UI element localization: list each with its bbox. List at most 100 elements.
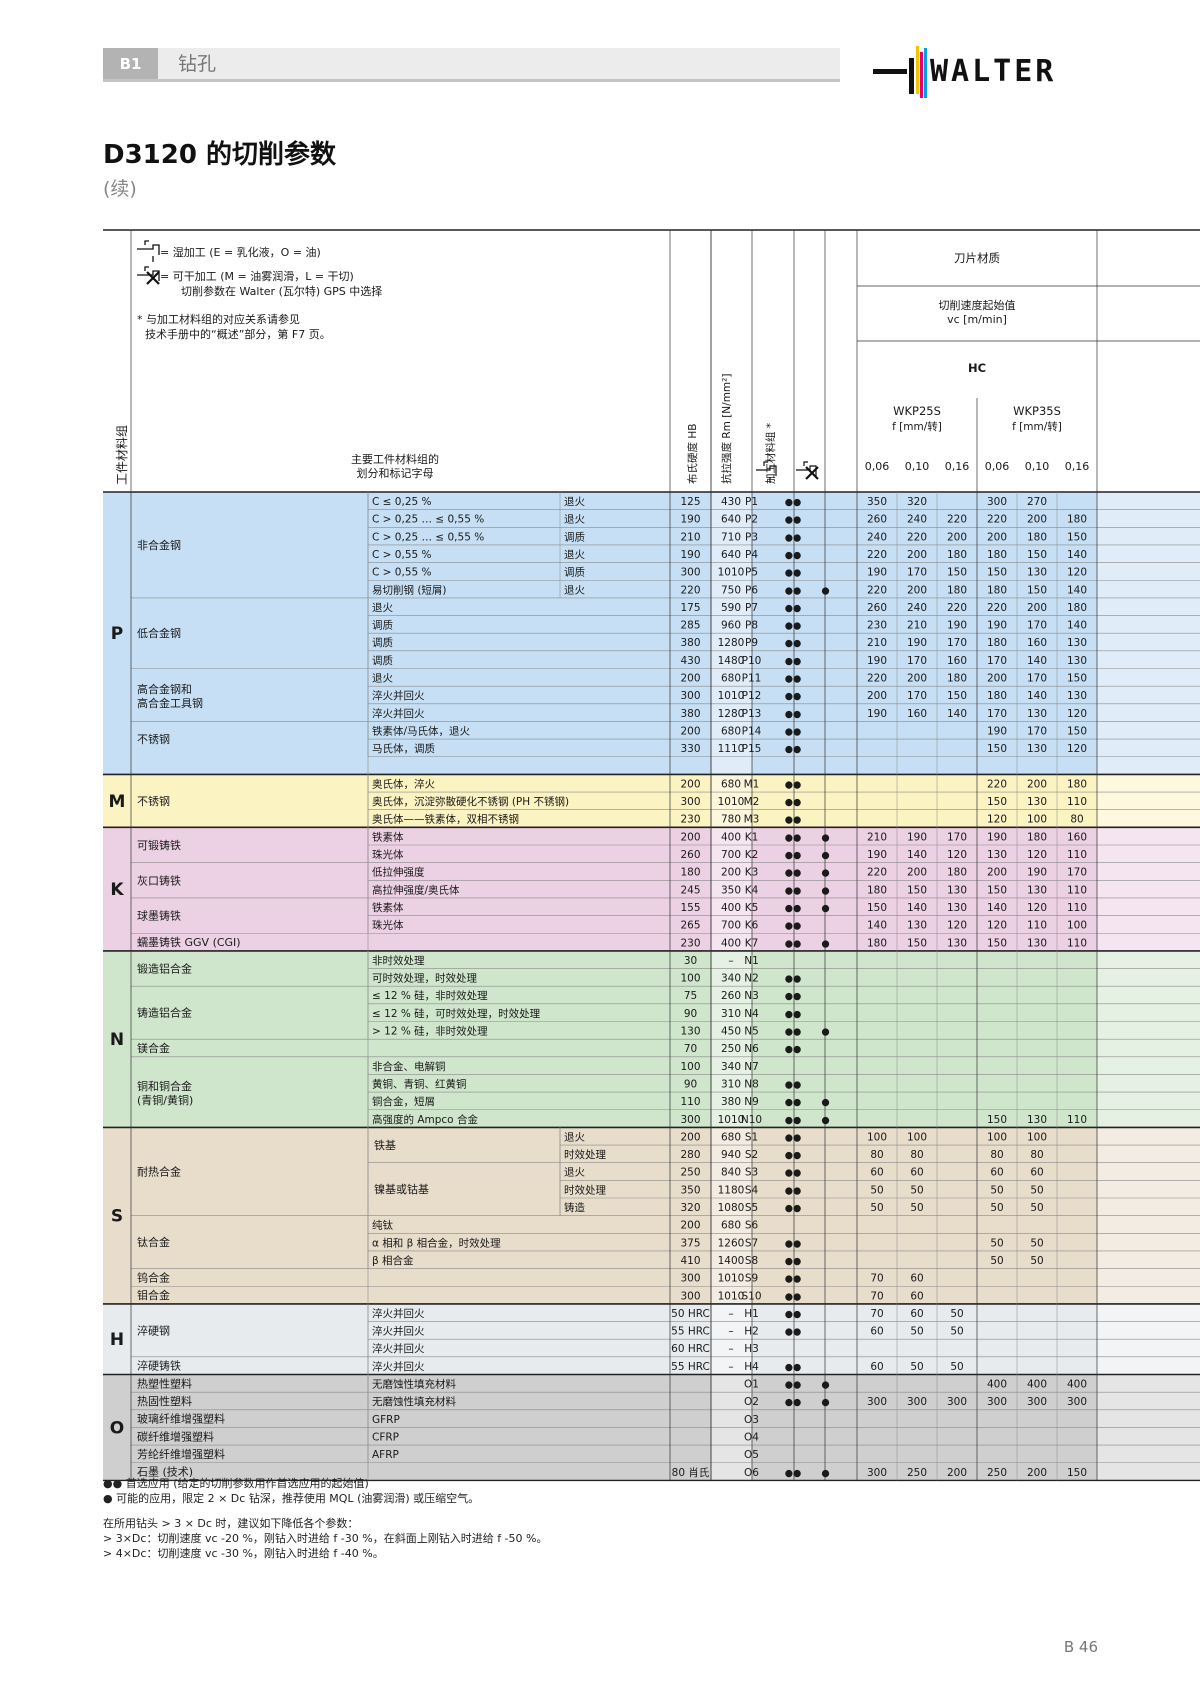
cutting-speed-value: 320 (907, 496, 927, 508)
cutting-speed-value: 220 (947, 514, 967, 526)
dry-rating: ● (821, 832, 829, 843)
page-subtitle: (续) (103, 178, 137, 200)
cutting-speed-value: 130 (1027, 567, 1047, 579)
cutting-speed-value: 150 (907, 884, 927, 896)
legend-dry-text: = 可干加工 (M = 油雾润滑，L = 干切) (160, 269, 354, 283)
material-name: 石墨 (技术) (137, 1466, 193, 1479)
cutting-speed-value: 200 (907, 673, 927, 685)
tensile-value: 400 (721, 831, 741, 843)
cutting-speed-value: 220 (867, 673, 887, 685)
cutting-speed-value: 140 (1027, 690, 1047, 702)
hardness-value: 280 (680, 1149, 700, 1161)
hardness-value: 125 (680, 496, 700, 508)
material-name: 热固性塑料 (137, 1394, 192, 1408)
cutting-speed-value: 190 (987, 725, 1007, 737)
cutting-speed-value: 180 (947, 867, 967, 879)
grade-title: 刀片材质 (954, 251, 1000, 265)
cutting-speed-value: 190 (907, 637, 927, 649)
cutting-speed-value: 210 (867, 637, 887, 649)
cutting-speed-value: 180 (1067, 602, 1087, 614)
cutting-speed-value: 120 (1027, 849, 1047, 861)
matgroup-code: N8 (744, 1078, 759, 1090)
matgroup-code: S9 (745, 1273, 758, 1285)
cutting-speed-value: 150 (1067, 1467, 1087, 1479)
cutting-speed-value: 170 (947, 831, 967, 843)
cutting-speed-value: 130 (907, 920, 927, 932)
hardness-value: 245 (680, 884, 700, 896)
material-name: 淬硬铸铁 (137, 1359, 181, 1373)
cutting-speed-value: 180 (1027, 831, 1047, 843)
hardness-value: 220 (680, 584, 700, 596)
cutting-speed-value: 130 (1067, 690, 1087, 702)
tensile-value: 250 (721, 1043, 741, 1055)
condition-text: 低拉伸强度 (372, 866, 425, 879)
cutting-speed-value: 140 (867, 920, 887, 932)
main-column-label: 主要工件材料组的 (351, 452, 439, 466)
tensile-value: 680 (721, 1131, 741, 1143)
matgroup-code: S5 (745, 1202, 758, 1214)
condition-text: 无磨蚀性填充材料 (372, 1395, 456, 1408)
hardness-value: 190 (680, 514, 700, 526)
footnote-reduction-4dc: > 4×Dc：切削速度 vc -30 %，刚钻入时进给 f -40 %。 (103, 1547, 384, 1560)
cutting-speed-value: 260 (867, 514, 887, 526)
group-letter: S (111, 1207, 123, 1227)
cutting-speed-value: 180 (1067, 778, 1087, 790)
cutting-speed-value: 190 (867, 655, 887, 667)
condition-text: 铁素体/马氏体，退火 (372, 724, 471, 737)
hardness-value: 175 (680, 602, 700, 614)
cutting-speed-value: 50 (950, 1361, 963, 1373)
wet-rating: ●● (785, 1150, 802, 1161)
cutting-speed-value: 170 (907, 567, 927, 579)
legend-dry-text-2: 切削参数在 Walter (瓦尔特) GPS 中选择 (181, 284, 382, 298)
wet-rating: ●● (785, 1362, 802, 1373)
cutting-speed-value: 170 (1027, 725, 1047, 737)
hardness-value: 30 (684, 955, 697, 967)
matgroup-code: P12 (742, 690, 762, 702)
hardness-value: 210 (680, 531, 700, 543)
cutting-speed-value: 50 (910, 1202, 923, 1214)
condition-text: 淬火并回火 (372, 1342, 425, 1355)
material-name: 灰口铸铁 (137, 873, 181, 887)
cutting-speed-value: 100 (1067, 920, 1087, 932)
wet-rating: ●● (785, 1009, 802, 1020)
tensile-value: – (728, 1361, 733, 1373)
group-band (103, 774, 1097, 828)
material-name: 铜和铜合金 (137, 1079, 192, 1093)
matgroup-code: P15 (742, 743, 762, 755)
wet-rating: ●● (785, 1079, 802, 1090)
cutting-speed-value: 150 (987, 1114, 1007, 1126)
cutting-speed-value: 110 (1027, 920, 1047, 932)
cutting-speed-value: 80 (910, 1149, 923, 1161)
cutting-speed-value: 110 (1067, 1114, 1087, 1126)
cutting-speed-value: 180 (947, 549, 967, 561)
condition-text: 淬火并回火 (372, 1360, 425, 1373)
condition-text: 高拉伸强度/奥氏体 (372, 883, 460, 896)
matgroup-code: P3 (745, 531, 758, 543)
cutting-speed-value: 130 (1027, 708, 1047, 720)
hardness-value: 300 (680, 1273, 700, 1285)
condition-text: C > 0,55 % (372, 567, 432, 579)
dry-rating: ● (821, 850, 829, 861)
dry-rating: ● (821, 585, 829, 596)
tensile-value: 340 (721, 1061, 741, 1073)
cutting-speed-value: 120 (987, 814, 1007, 826)
condition-text: 淬火并回火 (372, 689, 425, 702)
cutting-speed-value: 120 (947, 849, 967, 861)
condition-text: 无磨蚀性填充材料 (372, 1378, 456, 1391)
cutting-speed-value: 140 (947, 708, 967, 720)
tensile-value: 400 (721, 937, 741, 949)
tensile-value: 680 (721, 1220, 741, 1232)
material-name: 钨合金 (137, 1270, 170, 1284)
vc-title: 切削速度起始值 (939, 298, 1016, 312)
tensile-value: – (728, 1326, 733, 1338)
condition-text: 高强度的 Ampco 合金 (372, 1113, 478, 1126)
material-name: 钛合金 (137, 1235, 170, 1249)
dry-rating: ● (821, 1027, 829, 1038)
cutting-speed-value: 120 (1067, 567, 1087, 579)
matgroup-code: P9 (745, 637, 758, 649)
condition-text: ≤ 12 % 硅，可时效处理，时效处理 (372, 1007, 541, 1020)
cutting-speed-value: 180 (867, 884, 887, 896)
condition-text: > 12 % 硅，非时效处理 (372, 1025, 488, 1038)
wet-rating: ●● (785, 515, 802, 526)
wet-rating: ●● (785, 691, 802, 702)
